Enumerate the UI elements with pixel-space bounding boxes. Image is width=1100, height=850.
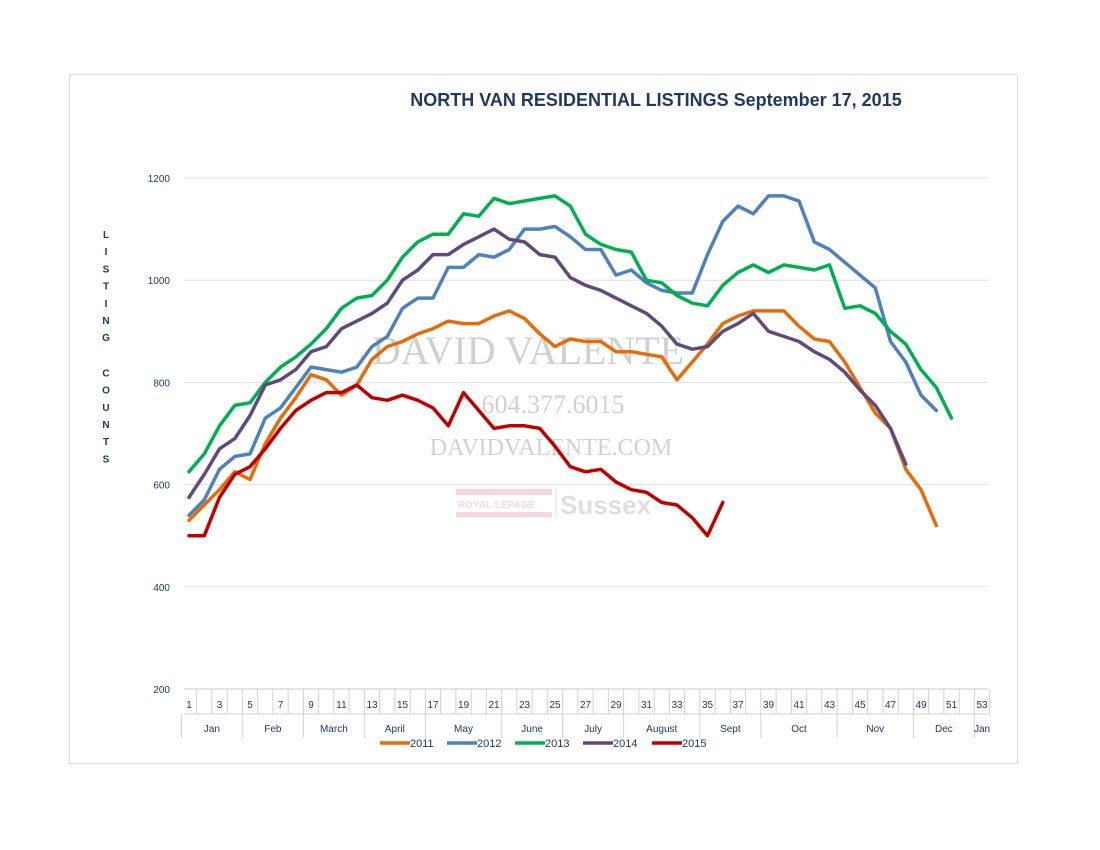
x-tick-label: 1: [186, 700, 192, 711]
y-tick-label: 1000: [148, 276, 171, 287]
series-line-2012: [187, 194, 939, 518]
y-axis-label-letter: G: [102, 333, 110, 344]
y-axis-label-letter: N: [102, 420, 109, 431]
x-tick-label: 21: [488, 700, 500, 711]
series-line-2013: [187, 194, 954, 474]
x-tick-label: 23: [519, 700, 531, 711]
month-label: Feb: [264, 724, 282, 735]
y-axis-ticks: 200 400 600 800 1000 1200: [148, 174, 171, 696]
series-line-2011: [187, 309, 939, 528]
y-axis-label-letter: I: [105, 247, 108, 258]
watermark-brand-bar-bottom: [456, 512, 552, 517]
x-tick-label: 31: [641, 700, 653, 711]
x-tick-label: 47: [885, 700, 897, 711]
chart-title: NORTH VAN RESIDENTIAL LISTINGS September…: [410, 90, 901, 110]
x-tick-label: 33: [671, 700, 683, 711]
x-tick-label: 19: [458, 700, 470, 711]
y-axis-label-letter: S: [103, 454, 110, 465]
legend-label: 2012: [477, 738, 501, 750]
month-label: July: [584, 724, 602, 735]
y-axis-label-letter: N: [102, 316, 109, 327]
y-axis-label-letter: T: [103, 282, 109, 293]
y-axis-label-letter: L: [103, 230, 109, 241]
x-tick-label: 9: [308, 700, 314, 711]
x-tick-label: 49: [915, 700, 927, 711]
y-axis-label-letter: S: [103, 264, 110, 275]
legend-label: 2014: [613, 738, 637, 750]
x-tick-label: 25: [549, 700, 561, 711]
y-tick-label: 600: [153, 481, 170, 492]
x-tick-label: 5: [247, 700, 253, 711]
watermark-office: Sussex: [560, 490, 652, 520]
series-lines: [187, 194, 954, 538]
y-tick-label: 800: [153, 378, 170, 389]
y-axis-label-letter: C: [102, 368, 109, 379]
x-tick-label: 41: [793, 700, 805, 711]
x-tick-label: 3: [217, 700, 223, 711]
watermark-brand-bar: [456, 489, 552, 495]
x-tick-label: 51: [946, 700, 958, 711]
x-tick-label: 45: [854, 700, 866, 711]
series-line-2014: [187, 227, 908, 500]
month-label: Jan: [204, 724, 220, 735]
x-tick-label: 11: [336, 700, 347, 711]
y-axis-label-letter: T: [103, 437, 109, 448]
series-line-2015: [187, 383, 725, 538]
x-axis: 1 3 5 7 9 11 13 15 17 19 21 23 25 27 29 31 33 35 37 39 41 43 4…: [180, 688, 991, 738]
y-tick-label: 1200: [148, 174, 171, 185]
month-label: Jan: [974, 724, 990, 735]
x-tick-label: 15: [397, 700, 409, 711]
x-tick-label: 27: [580, 700, 592, 711]
month-label: Sept: [720, 724, 741, 735]
x-tick-label: 37: [732, 700, 744, 711]
legend-label: 2013: [545, 738, 569, 750]
legend: 2011 2012 2013 2014 2015: [380, 738, 706, 750]
x-tick-label: 29: [610, 700, 622, 711]
x-tick-label: 43: [824, 700, 836, 711]
legend-label: 2011: [410, 738, 434, 750]
y-tick-label: 200: [153, 685, 170, 696]
month-label: Nov: [866, 724, 884, 735]
month-label: Dec: [935, 724, 953, 735]
month-label: May: [454, 724, 473, 735]
x-tick-label: 17: [427, 700, 439, 711]
month-label: August: [646, 724, 677, 735]
month-label: March: [320, 724, 348, 735]
x-tick-label: 35: [702, 700, 714, 711]
x-tick-label: 13: [366, 700, 378, 711]
legend-label: 2015: [682, 738, 706, 750]
y-tick-label: 400: [153, 583, 170, 594]
y-axis-label-letter: U: [102, 403, 109, 414]
month-label: Oct: [791, 724, 807, 735]
x-tick-label: 53: [976, 700, 988, 711]
y-axis-label-letter: I: [105, 299, 108, 310]
y-axis-label-letter: O: [102, 386, 110, 397]
x-tick-label: 7: [278, 700, 284, 711]
gridlines: [184, 177, 988, 588]
x-tick-label: 39: [763, 700, 775, 711]
watermark-brand: ROYAL LEPAGE: [458, 500, 535, 511]
chart-frame: [69, 74, 1018, 764]
month-label: April: [385, 724, 405, 735]
watermark-phone: 604.377.6015: [482, 390, 625, 419]
month-label: June: [521, 724, 543, 735]
